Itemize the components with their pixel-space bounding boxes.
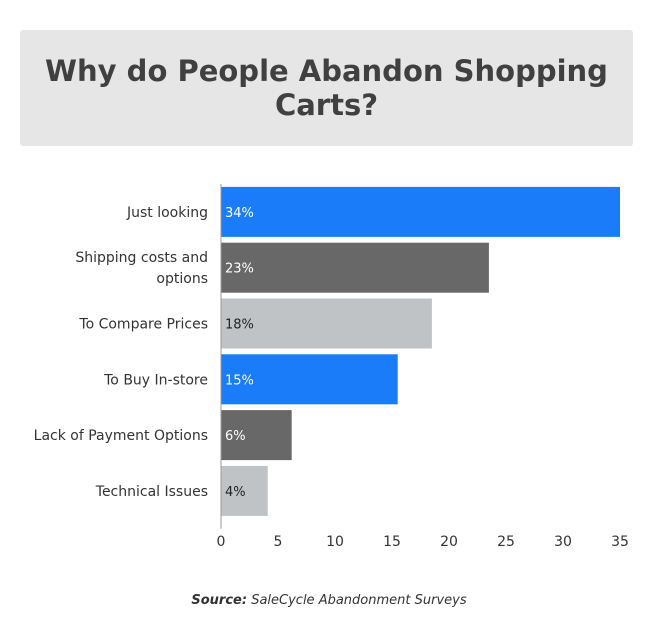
bar-value-label: 18% [225,318,254,333]
bar [221,410,292,461]
bar-value-label: 4% [225,485,246,500]
source-label: Source: [191,593,248,608]
x-tick-label: 15 [383,534,401,550]
source-note: Source: SaleCycle Abandonment Surveys [0,593,658,608]
x-tick-label: 35 [611,534,629,550]
chart-title: Why do People Abandon Shopping Carts? [45,54,608,122]
x-tick-label: 25 [497,534,515,550]
x-tick-label: 5 [274,534,283,550]
category-label: Just looking [126,205,208,221]
bar [221,354,398,405]
category-label: To Buy In-store [103,372,208,388]
x-tick-label: 0 [217,534,226,550]
category-label: Shipping costs and options [75,250,208,287]
x-tick-label: 30 [554,534,572,550]
bar-value-label: 15% [225,373,254,388]
category-label: To Compare Prices [78,317,208,333]
source-text: SaleCycle Abandonment Surveys [251,593,467,608]
x-tick-label: 10 [326,534,344,550]
bar [221,242,489,293]
title-box: Why do People Abandon Shopping Carts? [20,30,633,146]
bar-value-label: 6% [225,429,246,444]
bar-value-label: 23% [225,262,254,277]
x-tick-label: 20 [440,534,458,550]
category-label: Lack of Payment Options [34,428,208,444]
bar [221,186,620,237]
category-label: Technical Issues [95,484,208,500]
bar [221,298,432,349]
bar [221,465,268,516]
bar-value-label: 34% [225,206,254,221]
